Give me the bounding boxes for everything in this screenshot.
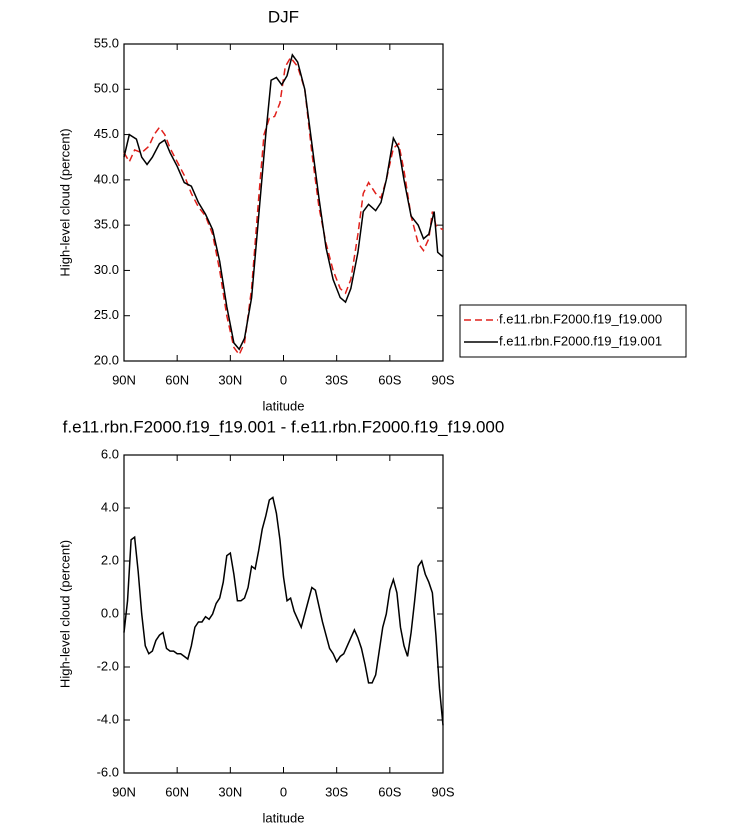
x-tick-label: 30S	[325, 784, 348, 799]
y-tick-label: 50.0	[94, 81, 119, 96]
y-tick-label: 4.0	[101, 499, 119, 514]
y-tick-label: 2.0	[101, 552, 119, 567]
x-axis-label: latitude	[263, 398, 305, 413]
y-tick-label: 0.0	[101, 605, 119, 620]
x-tick-label: 90S	[431, 372, 454, 387]
y-tick-label: 25.0	[94, 307, 119, 322]
x-tick-label: 90N	[112, 784, 136, 799]
y-axis-label: High-level cloud (percent)	[57, 540, 72, 688]
y-tick-label: -6.0	[97, 764, 119, 779]
x-tick-label: 60N	[165, 784, 189, 799]
chart-title: f.e11.rbn.F2000.f19_f19.001 - f.e11.rbn.…	[63, 417, 505, 436]
y-tick-label: 55.0	[94, 35, 119, 50]
legend-label: f.e11.rbn.F2000.f19_f19.001	[499, 333, 662, 348]
legend-box	[459, 304, 687, 358]
y-tick-label: 45.0	[94, 126, 119, 141]
y-tick-label: 30.0	[94, 262, 119, 277]
x-tick-label: 60S	[378, 784, 401, 799]
y-tick-label: 20.0	[94, 352, 119, 367]
y-tick-label: 6.0	[101, 446, 119, 461]
x-tick-label: 60S	[378, 372, 401, 387]
y-tick-label: -2.0	[97, 658, 119, 673]
plot-frame	[123, 454, 444, 774]
x-tick-label: 30N	[218, 372, 242, 387]
data-line	[123, 53, 444, 351]
chart-title: DJF	[268, 7, 299, 26]
x-tick-label: 90S	[431, 784, 454, 799]
x-tick-label: 0	[280, 372, 287, 387]
legend-label: f.e11.rbn.F2000.f19_f19.000	[499, 311, 662, 326]
data-line	[123, 496, 444, 726]
data-line	[123, 56, 444, 357]
y-tick-label: -4.0	[97, 711, 119, 726]
y-tick-label: 35.0	[94, 217, 119, 232]
x-tick-label: 30N	[218, 784, 242, 799]
x-tick-label: 90N	[112, 372, 136, 387]
y-tick-label: 40.0	[94, 171, 119, 186]
x-axis-label: latitude	[263, 810, 305, 825]
y-axis-label: High-level cloud (percent)	[57, 128, 72, 276]
x-tick-label: 0	[280, 784, 287, 799]
x-tick-label: 60N	[165, 372, 189, 387]
plot-frame	[123, 43, 444, 362]
x-tick-label: 30S	[325, 372, 348, 387]
